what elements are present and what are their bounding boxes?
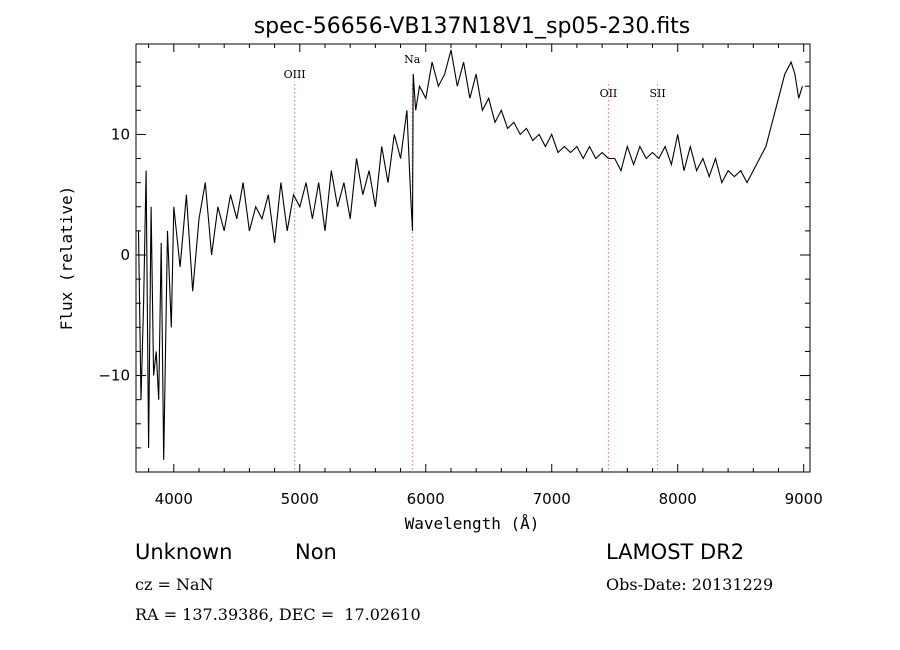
- x-tick-label: 6000: [407, 490, 445, 508]
- object-class: Unknown: [135, 540, 233, 564]
- obs-date: Obs-Date: 20131229: [606, 575, 774, 594]
- line-markers: OIII Na OII SII: [284, 53, 666, 472]
- x-tick-label: 4000: [155, 490, 193, 508]
- object-subclass: Non: [295, 540, 337, 564]
- line-marker-label: SII: [649, 87, 665, 100]
- y-tick-label: 10: [111, 125, 130, 143]
- x-axis: 4000 5000 6000 7000 8000 9000: [148, 44, 823, 508]
- x-tick-label: 9000: [785, 490, 823, 508]
- x-axis-label: Wavelength (Å): [405, 514, 540, 533]
- y-axis-label: Flux (relative): [57, 186, 76, 331]
- spectrum-line: [137, 49, 803, 460]
- y-tick-label: −10: [98, 367, 130, 385]
- chart-title: spec-56656-VB137N18V1_sp05-230.fits: [254, 14, 691, 39]
- survey-name: LAMOST DR2: [606, 540, 745, 564]
- x-tick-label: 5000: [281, 490, 319, 508]
- line-marker-label: Na: [404, 53, 421, 66]
- y-axis: −10 0 10: [98, 61, 810, 449]
- redshift-text: cz = NaN: [135, 575, 214, 594]
- x-tick-label: 7000: [533, 490, 571, 508]
- coordinates-text: RA = 137.39386, DEC = 17.02610: [135, 605, 421, 624]
- plot-frame: [135, 43, 811, 473]
- line-marker-label: OII: [600, 87, 618, 100]
- line-marker-label: OIII: [284, 68, 306, 81]
- x-tick-label: 8000: [659, 490, 697, 508]
- y-tick-label: 0: [120, 246, 130, 264]
